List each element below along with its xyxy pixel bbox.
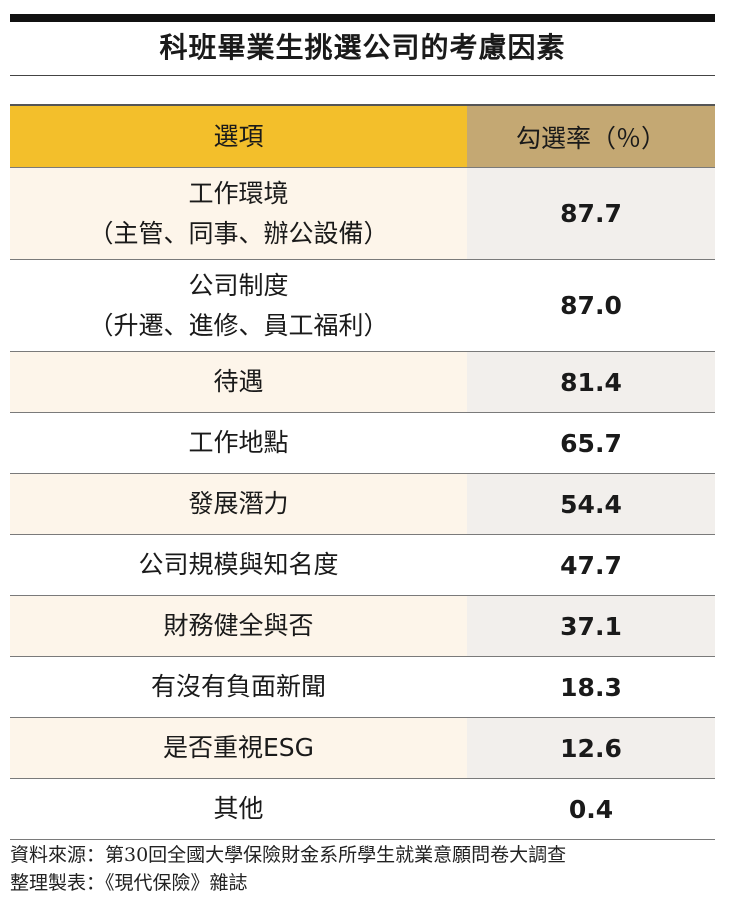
table-row: 公司規模與知名度 47.7 <box>10 535 715 596</box>
rate-value: 12.6 <box>467 718 715 778</box>
compiled-note: 整理製表：《現代保險》雜誌 <box>10 872 248 894</box>
option-cell: 公司制度 （升遷、進修、員工福利） <box>10 260 467 351</box>
rate-value: 54.4 <box>467 474 715 534</box>
option-label: 有沒有負面新聞 <box>150 672 326 701</box>
survey-table: 選項 勾選率（％） 工作環境 （主管、同事、辦公設備） 87.7 公司制度 （升… <box>10 104 715 840</box>
table-row: 發展潛力 54.4 <box>10 474 715 535</box>
rate-value: 37.1 <box>467 596 715 656</box>
table-row: 其他 0.4 <box>10 779 715 840</box>
option-label: 公司制度 <box>188 270 289 300</box>
option-cell: 工作環境 （主管、同事、辦公設備） <box>10 168 467 259</box>
option-label: 工作環境 <box>188 178 289 208</box>
option-label: 待遇 <box>10 352 467 412</box>
table-row: 公司制度 （升遷、進修、員工福利） 87.0 <box>10 260 715 352</box>
option-label: 財務健全與否 <box>10 596 467 656</box>
header-rate: 勾選率（％） <box>467 106 715 167</box>
option-label: 其他 <box>213 794 264 823</box>
rate-value: 0.4 <box>568 794 614 824</box>
source-note: 資料來源：第30回全國大學保險財金系所學生就業意願問卷大調查 <box>10 844 567 866</box>
table-row: 財務健全與否 37.1 <box>10 596 715 657</box>
header-option: 選項 <box>10 106 467 167</box>
table-row: 待遇 81.4 <box>10 352 715 413</box>
page-title: 科班畢業生挑選公司的考慮因素 <box>159 31 566 64</box>
option-sublabel: （升遷、進修、員工福利） <box>88 310 389 340</box>
rate-value: 87.0 <box>560 291 622 320</box>
option-label: 是否重視ESG <box>10 718 467 778</box>
footnote: 資料來源：第30回全國大學保險財金系所學生就業意願問卷大調查 整理製表：《現代保… <box>10 841 725 897</box>
rate-value: 18.3 <box>560 672 622 702</box>
rate-value: 87.7 <box>467 168 715 259</box>
table-header-row: 選項 勾選率（％） <box>10 106 715 168</box>
table-row: 是否重視ESG 12.6 <box>10 718 715 779</box>
table-row: 工作環境 （主管、同事、辦公設備） 87.7 <box>10 168 715 260</box>
title-divider <box>10 75 715 76</box>
rate-value: 81.4 <box>467 352 715 412</box>
option-sublabel: （主管、同事、辦公設備） <box>88 218 389 248</box>
option-label: 工作地點 <box>188 428 289 457</box>
table-row: 工作地點 65.7 <box>10 413 715 474</box>
rate-value: 47.7 <box>560 550 622 580</box>
top-rule <box>10 14 715 22</box>
option-label: 發展潛力 <box>10 474 467 534</box>
table-row: 有沒有負面新聞 18.3 <box>10 657 715 718</box>
option-label: 公司規模與知名度 <box>138 550 339 579</box>
rate-value: 65.7 <box>560 428 622 458</box>
